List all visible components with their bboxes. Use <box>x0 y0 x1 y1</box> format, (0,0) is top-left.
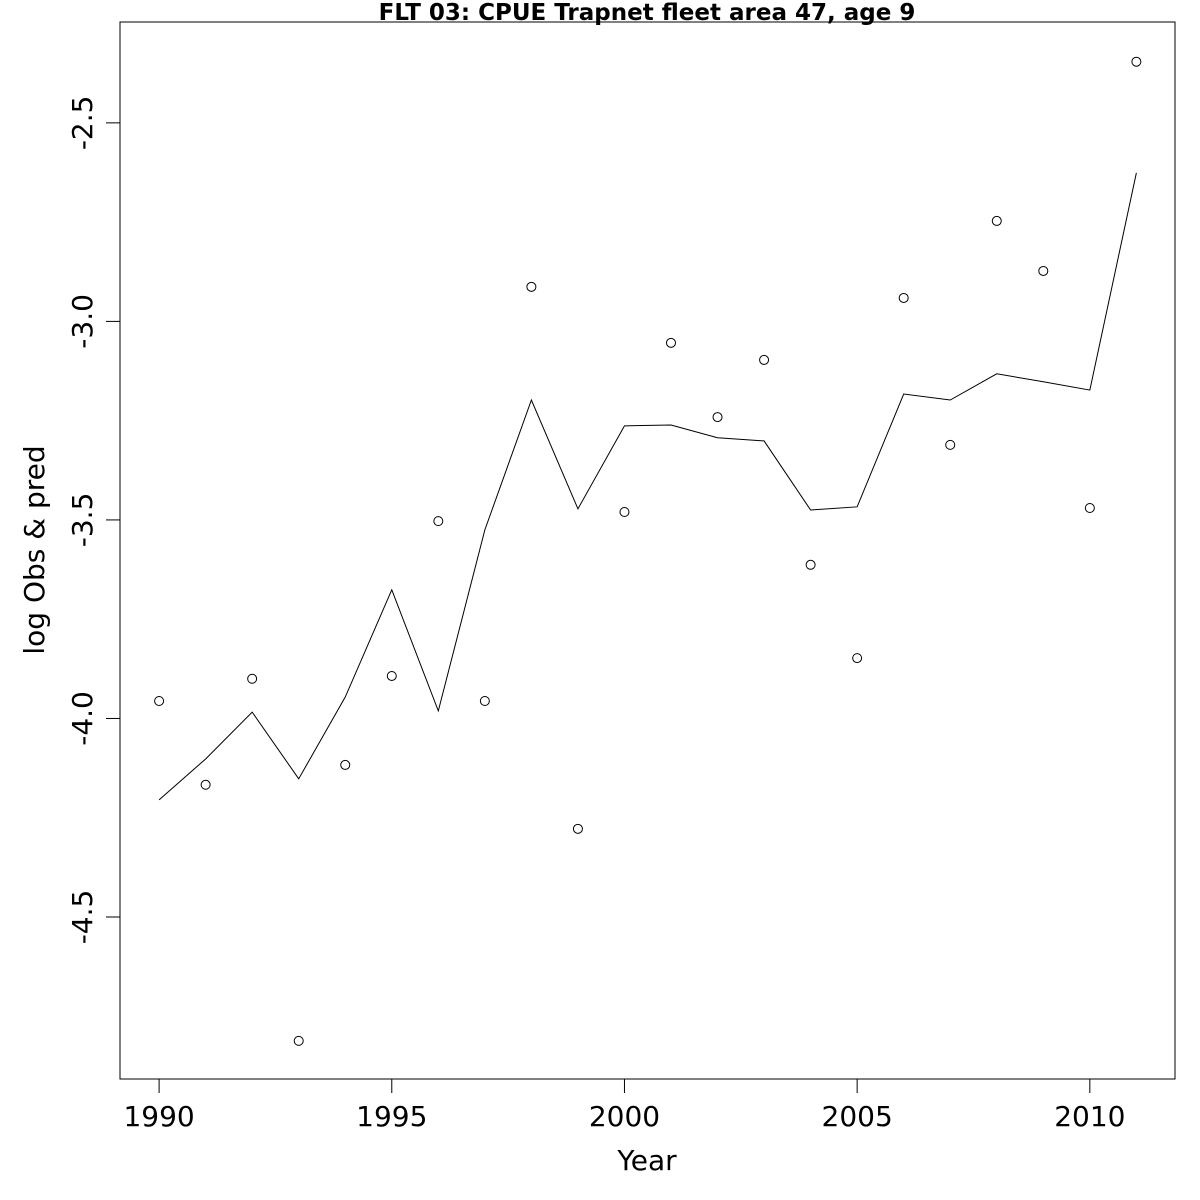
x-axis-label: Year <box>616 1144 677 1177</box>
observed-point <box>1038 265 1049 276</box>
observed-point <box>526 281 537 292</box>
y-tick-label: -4.5 <box>66 890 99 945</box>
observed-point <box>619 506 630 517</box>
observed-point <box>1131 56 1142 67</box>
observed-point <box>293 1035 304 1046</box>
y-tick-label: -3.0 <box>66 294 99 349</box>
observed-point <box>340 759 351 770</box>
observed-point <box>433 516 444 527</box>
x-tick-label: 2000 <box>589 1100 660 1133</box>
observed-point <box>247 673 258 684</box>
observed-point <box>759 354 770 365</box>
observed-point <box>666 337 677 348</box>
observed-point <box>572 823 583 834</box>
y-tick-label: -2.5 <box>66 96 99 151</box>
observed-point <box>154 695 165 706</box>
observed-point <box>945 439 956 450</box>
observed-point <box>898 292 909 303</box>
chart-title: FLT 03: CPUE Trapnet fleet area 47, age … <box>379 0 916 26</box>
x-tick-label: 2005 <box>822 1100 893 1133</box>
y-tick-label: -3.5 <box>66 493 99 548</box>
observed-point <box>805 559 816 570</box>
observed-point <box>852 653 863 664</box>
x-tick-label: 1995 <box>356 1100 427 1133</box>
x-tick-label: 1990 <box>123 1100 194 1133</box>
observed-point <box>991 215 1002 226</box>
y-tick-label: -4.0 <box>66 691 99 746</box>
x-tick-label: 2010 <box>1054 1100 1125 1133</box>
observed-point <box>1084 503 1095 514</box>
y-axis-label: log Obs & pred <box>18 445 51 654</box>
observed-point <box>479 695 490 706</box>
observed-point <box>712 412 723 423</box>
observed-point <box>200 779 211 790</box>
observed-point <box>386 670 397 681</box>
predicted-line <box>158 172 1137 801</box>
